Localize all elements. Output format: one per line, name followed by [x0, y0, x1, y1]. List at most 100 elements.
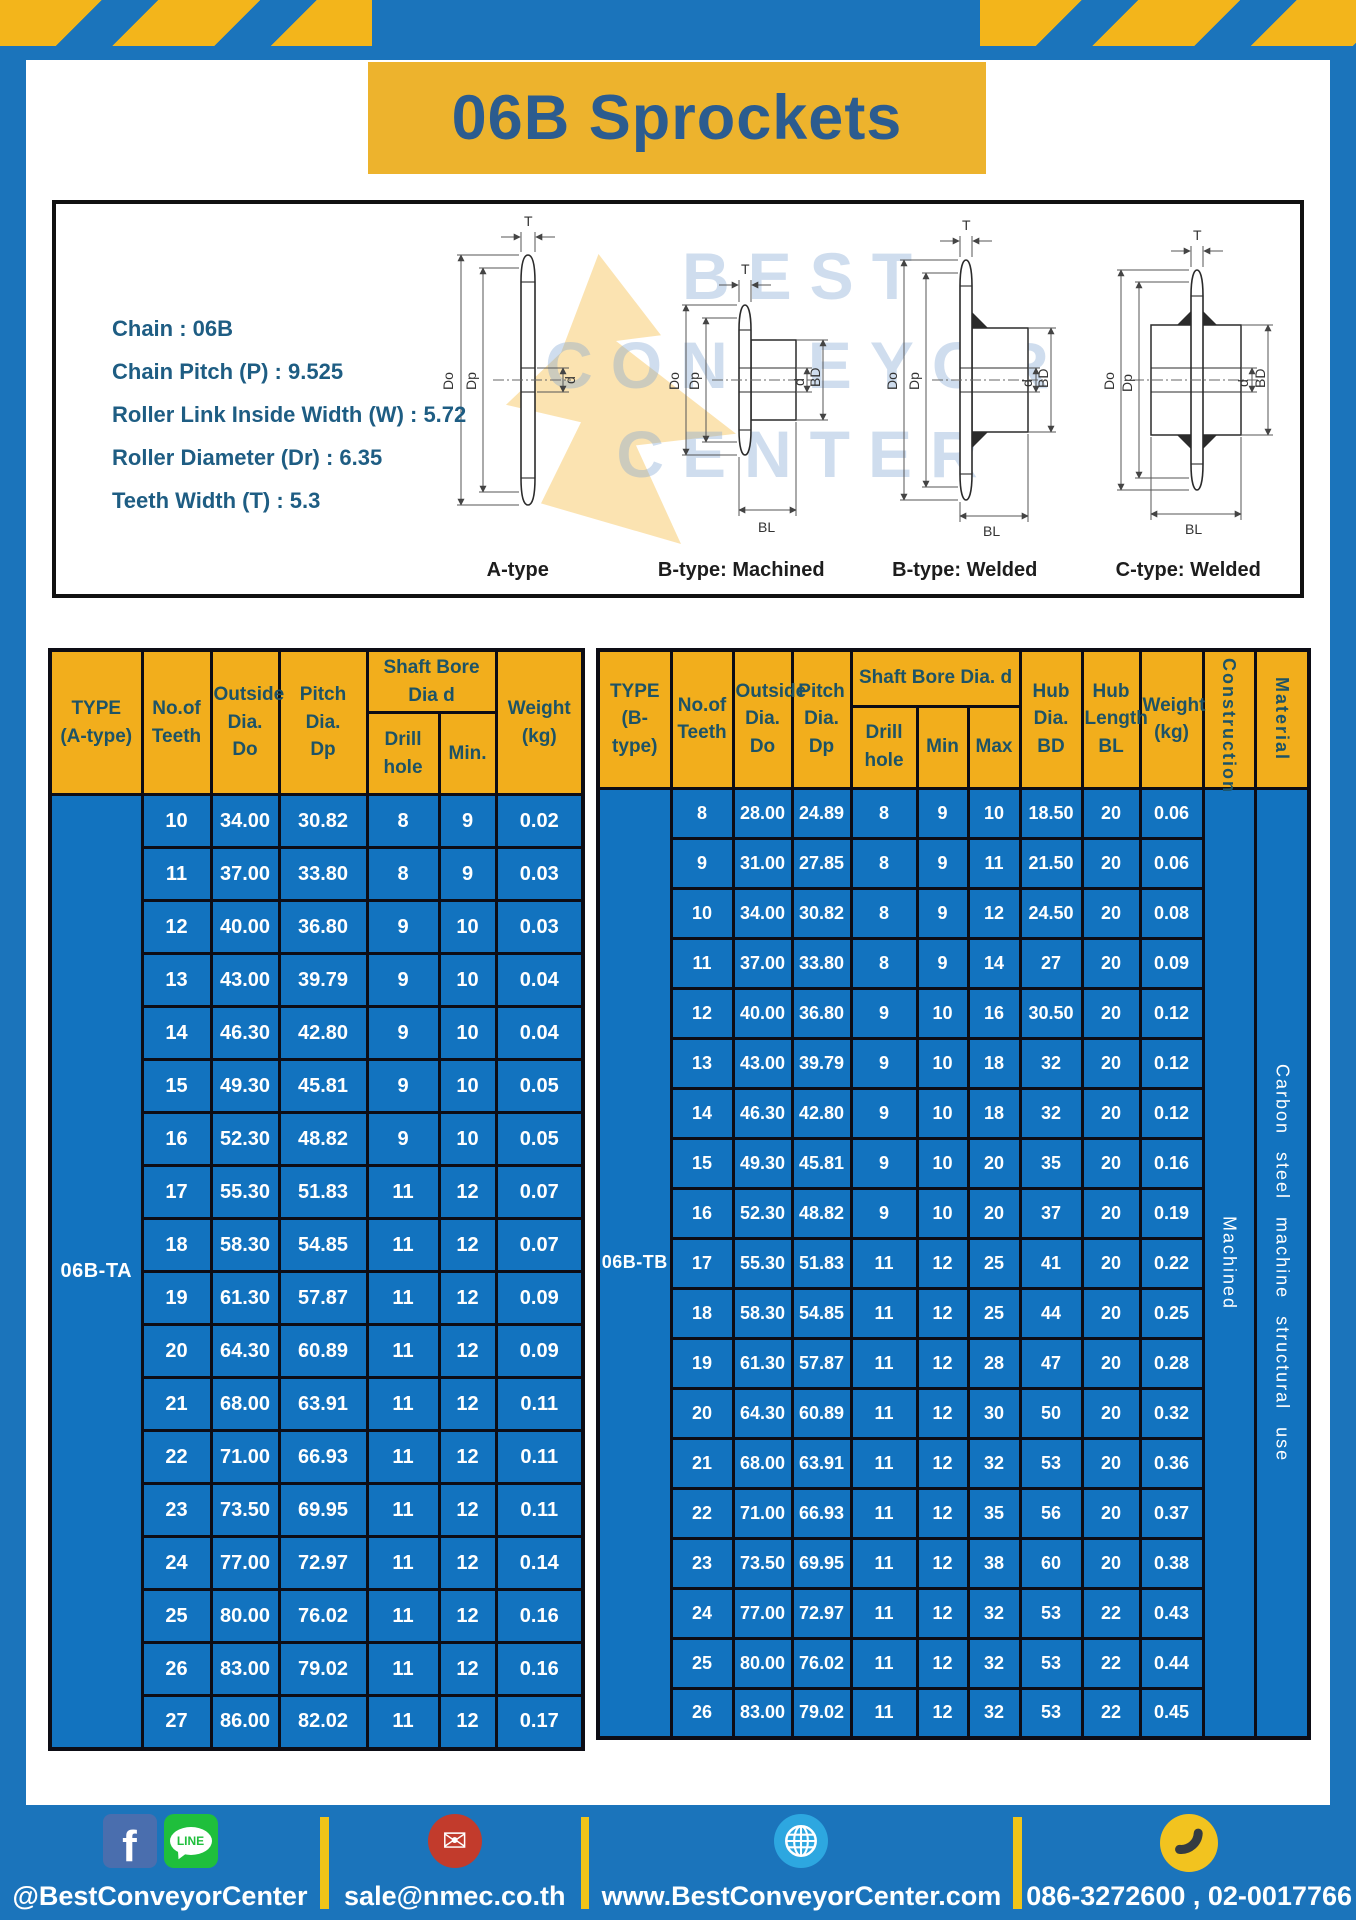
table-row: 14 46.30 42.80 9 10 0.04	[50, 1005, 585, 1062]
data-cell: 9	[915, 836, 970, 890]
data-cell: 46.30	[209, 1005, 281, 1062]
data-cell: 37.00	[209, 846, 281, 903]
table-a-type: TYPE (A-type) No.of Teeth Outside Dia. D…	[48, 648, 585, 1751]
spec-roller-width: Roller Link Inside Width (W) : 5.72	[112, 401, 467, 427]
data-cell: 8	[365, 793, 441, 850]
data-cell: 69.95	[790, 1536, 853, 1590]
data-cell: 24	[669, 1586, 735, 1640]
data-cell: 76.02	[790, 1636, 853, 1690]
data-cell: 71.00	[209, 1429, 281, 1486]
data-cell: 14	[966, 936, 1022, 990]
data-cell: 12	[915, 1486, 970, 1540]
type-label-cell: 06B-TA	[48, 793, 144, 1751]
dim-label-t: T	[741, 261, 750, 277]
data-cell: 38	[966, 1536, 1022, 1590]
data-cell: 27.85	[790, 836, 853, 890]
line-app-icon: LINE	[163, 1814, 218, 1868]
table-row: 15 49.30 45.81 9 10 0.05	[50, 1058, 585, 1115]
table-row: 23 73.50 69.95 11 12 38 60 20 0.38	[598, 1536, 1309, 1590]
data-cell: 42.80	[277, 1005, 369, 1062]
data-cell: 9	[437, 846, 498, 903]
data-cell: 60	[1018, 1536, 1084, 1590]
data-cell: 11	[849, 1386, 919, 1440]
data-cell: 68.00	[209, 1376, 281, 1433]
data-cell: 12	[437, 1588, 498, 1645]
data-cell: 9	[849, 1036, 919, 1090]
data-cell: 20	[1080, 1536, 1142, 1590]
table-row: 16 52.30 48.82 9 10 20 37 20 0.19	[598, 1186, 1309, 1240]
data-cell: 9	[365, 952, 441, 1009]
col-header-weight: Weight (kg)	[1138, 648, 1206, 790]
table-row: 13 43.00 39.79 9 10 0.04	[50, 952, 585, 1009]
data-cell: 12	[437, 1270, 498, 1327]
email-address: sale@nmec.co.th	[344, 1881, 566, 1911]
data-cell: 22	[669, 1486, 735, 1540]
data-cell: 10	[437, 1111, 498, 1168]
data-cell: 20	[1080, 1086, 1142, 1140]
title-banner: 06B Sprockets	[368, 62, 986, 174]
table-row: 11 37.00 33.80 8 9 14 27 20 0.09	[598, 936, 1309, 990]
table-row: 18 58.30 54.85 11 12 0.07	[50, 1217, 585, 1274]
data-cell: 12	[915, 1386, 970, 1440]
line-badge: LINE	[169, 1827, 212, 1855]
col-header-outside-dia: Outside Dia. Do	[731, 648, 806, 790]
data-cell: 40.00	[209, 899, 281, 956]
data-cell: 0.03	[494, 899, 585, 956]
data-cell: 34.00	[209, 793, 281, 850]
data-cell: 34.00	[731, 886, 794, 940]
data-cell: 20	[1080, 1236, 1142, 1290]
data-cell: 0.38	[1138, 1536, 1205, 1590]
data-cell: 12	[437, 1429, 498, 1486]
data-cell: 15	[669, 1136, 735, 1190]
data-cell: 8	[849, 836, 919, 890]
social-icons: f LINE	[102, 1814, 218, 1868]
data-cell: 35	[966, 1486, 1022, 1540]
data-cell: 10	[915, 1086, 970, 1140]
data-cell: 76.02	[277, 1588, 369, 1645]
data-cell: 32	[966, 1636, 1022, 1690]
data-cell: 9	[365, 1111, 441, 1168]
a-type-drawing: Do Dp d T	[440, 213, 578, 506]
data-cell: 0.11	[494, 1482, 585, 1539]
col-header-construction: Construction	[1201, 648, 1257, 794]
data-cell: 51.83	[277, 1164, 369, 1221]
spec-chain: Chain : 06B	[112, 316, 234, 341]
data-cell: 12	[915, 1586, 970, 1640]
table-row: 14 46.30 42.80 9 10 18 32 20 0.12	[598, 1086, 1309, 1140]
footer-website-section: www.BestConveyorCenter.com	[589, 1805, 1013, 1920]
table-row: 06B-TA 10 34.00 30.82 8 9 0.02	[48, 793, 585, 1751]
phone-numbers: 086-3272600 , 02-0017766	[1026, 1881, 1352, 1911]
data-cell: 28	[966, 1336, 1022, 1390]
table-row: 25 80.00 76.02 11 12 0.16	[50, 1588, 585, 1645]
data-cell: 16	[669, 1186, 735, 1240]
table-row: 24 77.00 72.97 11 12 32 53 22 0.43	[598, 1586, 1309, 1640]
data-cell: 0.17	[494, 1694, 585, 1751]
data-cell: 25	[966, 1236, 1022, 1290]
data-cell: 44	[1018, 1286, 1084, 1340]
data-cell: 31.00	[731, 836, 794, 890]
phone-icon	[1160, 1814, 1219, 1872]
data-cell: 11	[365, 1323, 441, 1380]
table-row: 27 86.00 82.02 11 12 0.17	[50, 1694, 585, 1751]
data-cell: 10	[437, 899, 498, 956]
data-cell: 54.85	[790, 1286, 853, 1340]
data-cell: 8	[849, 786, 919, 840]
data-cell: 64.30	[209, 1323, 281, 1380]
data-cell: 23	[669, 1536, 735, 1590]
line-bubble-tail	[174, 1848, 188, 1862]
dim-label-do: Do	[1101, 372, 1117, 390]
table-b-header: TYPE (B-type) No.of Teeth Outside Dia. D…	[596, 648, 1311, 794]
data-cell: 53	[1018, 1586, 1084, 1640]
top-band-middle	[372, 0, 980, 46]
data-cell: 46.30	[731, 1086, 794, 1140]
data-cell: 79.02	[790, 1686, 853, 1740]
data-cell: 63.91	[790, 1436, 853, 1490]
data-cell: 49.30	[209, 1058, 281, 1115]
data-cell: 0.45	[1138, 1686, 1205, 1740]
data-cell: 0.28	[1138, 1336, 1205, 1390]
table-a-header: TYPE (A-type) No.of Teeth Outside Dia. D…	[48, 648, 585, 797]
data-cell: 0.32	[1138, 1386, 1205, 1440]
data-cell: 32	[966, 1436, 1022, 1490]
figure-c-type-welded: Do Dp d BD T BL	[1077, 204, 1301, 594]
col-header-hub-dia: Hub Dia. BD	[1018, 648, 1084, 790]
